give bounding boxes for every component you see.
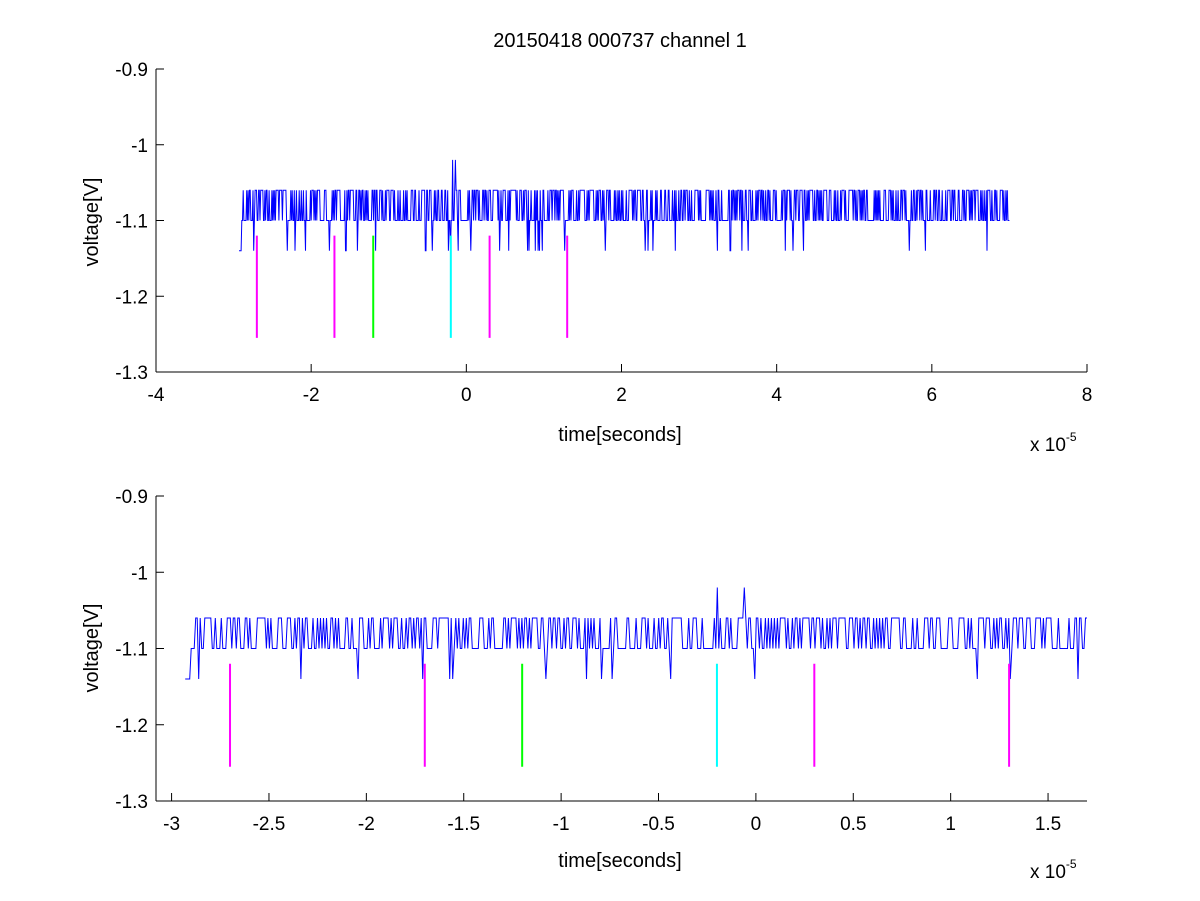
figure-title: 20150418 000737 channel 1: [493, 30, 747, 52]
top-y-tick-label: -1.1: [115, 212, 148, 233]
top-x-tick-label: 8: [1082, 385, 1093, 406]
bottom-y-tick-label: -1.1: [115, 640, 148, 661]
bottom-x-tick-label: -1: [553, 814, 570, 835]
bottom-plot-markers: [229, 663, 1011, 767]
bottom-plot-xlabel: time[seconds]: [558, 850, 681, 872]
bottom-plot-trace: [185, 587, 1087, 680]
bottom-x-tick-label: -3: [163, 814, 180, 835]
top-plot-x-scale-base: x 10: [1030, 435, 1066, 456]
bottom-y-tick-label: -1.2: [115, 716, 148, 737]
top-voltage-trace: [239, 159, 1010, 252]
top-plot-axes: [155, 68, 1088, 373]
top-x-tick-label: 2: [616, 385, 627, 406]
bottom-x-tick-label: -2: [358, 814, 375, 835]
bottom-x-tick-label: 0: [751, 814, 762, 835]
top-plot-x-scale: x 10-5: [1030, 430, 1077, 456]
top-plot-trace: [239, 159, 1010, 252]
top-y-tick-label: -1: [131, 136, 148, 157]
bottom-voltage-trace: [185, 587, 1087, 680]
bottom-x-tick-label: 0.5: [840, 814, 866, 835]
bottom-x-tick-label: -2.5: [253, 814, 286, 835]
top-plot: -4 -2 0 2 4 6 8 -0.9 -1 -1.1 -1.2 -1.3 time[seconds…: [81, 60, 1092, 456]
bottom-plot-x-scale-exponent: -5: [1066, 857, 1077, 871]
top-y-tick-label: -1.2: [115, 287, 148, 308]
top-plot-ylabel: voltage[V]: [81, 178, 103, 267]
top-x-tick-label: -2: [303, 385, 320, 406]
bottom-x-tick-label: 1.5: [1035, 814, 1061, 835]
bottom-plot-ylabel: voltage[V]: [81, 604, 103, 693]
top-x-tick-label: -4: [148, 385, 165, 406]
bottom-plot-axes: [155, 495, 1087, 802]
bottom-x-tick-label: -1.5: [447, 814, 480, 835]
bottom-x-tick-label: 1: [945, 814, 956, 835]
bottom-y-tick-label: -0.9: [115, 487, 148, 508]
bottom-x-tick-label: -0.5: [642, 814, 675, 835]
top-plot-xlabel: time[seconds]: [558, 424, 681, 446]
bottom-y-tick-label: -1.3: [115, 792, 148, 813]
top-x-tick-label: 0: [461, 385, 472, 406]
top-plot-markers: [255, 235, 569, 338]
top-x-tick-label: 4: [771, 385, 782, 406]
bottom-plot-x-scale: x 10-5: [1030, 857, 1077, 883]
top-plot-x-scale-exponent: -5: [1066, 430, 1077, 444]
bottom-plot: -3 -2.5 -2 -1.5 -1 -0.5 0 0.5 1 1.5 -0.9 -1 -1.1 -1.2…: [81, 487, 1087, 883]
top-y-tick-label: -1.3: [115, 363, 148, 384]
bottom-plot-x-scale-base: x 10: [1030, 862, 1066, 883]
top-y-tick-label: -0.9: [115, 60, 148, 81]
top-x-tick-label: 6: [927, 385, 938, 406]
top-plot-tick-labels: -4 -2 0 2 4 6 8 -0.9 -1 -1.1 -1.2 -1.3: [115, 60, 1092, 406]
bottom-plot-tick-labels: -3 -2.5 -2 -1.5 -1 -0.5 0 0.5 1 1.5 -0.9 -1 -1.1 -1.2…: [115, 487, 1061, 835]
bottom-y-tick-label: -1: [131, 563, 148, 584]
